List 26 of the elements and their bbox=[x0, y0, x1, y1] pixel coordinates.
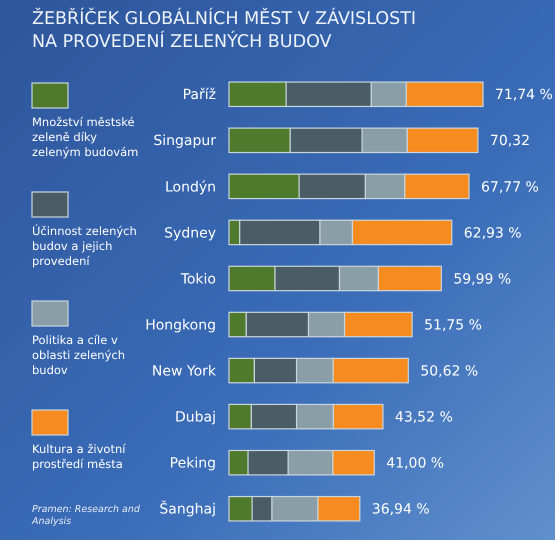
y-tick-label: Tokio bbox=[180, 271, 216, 288]
y-tick-label: Singapur bbox=[153, 133, 216, 150]
text: Pramen: Research and Analysis bbox=[31, 504, 141, 527]
legend-label: Účinnost zelených budov a jejich provedení bbox=[32, 224, 137, 268]
annotation: 51,75 % bbox=[424, 317, 482, 334]
legend-label: Množství městské zeleně díky zeleným budovám bbox=[32, 115, 138, 159]
y-tick-label: Šanghaj bbox=[159, 500, 216, 518]
legend-label: Politika a cíle v oblasti zelených budov bbox=[32, 333, 126, 377]
y-tick-label: Peking bbox=[170, 456, 216, 472]
legend-label: Kultura a životní prostředí města bbox=[32, 442, 126, 471]
annotation: 43,52 % bbox=[394, 410, 453, 426]
annotation: 71,74 % bbox=[495, 87, 553, 104]
annotation: 59,99 % bbox=[453, 271, 512, 288]
annotation: 70,32 bbox=[490, 133, 530, 150]
y-tick-label: Sydney bbox=[164, 225, 216, 242]
y-tick-label: Paříž bbox=[182, 87, 216, 104]
annotation: 67,77 % bbox=[481, 179, 539, 196]
y-tick-label: Londýn bbox=[164, 179, 216, 196]
annotation: 41,00 % bbox=[386, 456, 444, 472]
chart-title: ŽEBŘÍČEK GLOBÁLNÍCH MĚST V ZÁVISLOSTI NA PROVEDENÍ ZELENÝCH BUDOV bbox=[32, 7, 416, 52]
y-tick-label: New York bbox=[152, 363, 217, 380]
annotation: 62,93 % bbox=[464, 225, 522, 242]
annotation: 36,94 % bbox=[372, 502, 430, 518]
y-tick-label: Hongkong bbox=[145, 317, 216, 334]
y-tick-label: Dubaj bbox=[174, 410, 216, 426]
annotation: 50,62 % bbox=[420, 363, 478, 380]
